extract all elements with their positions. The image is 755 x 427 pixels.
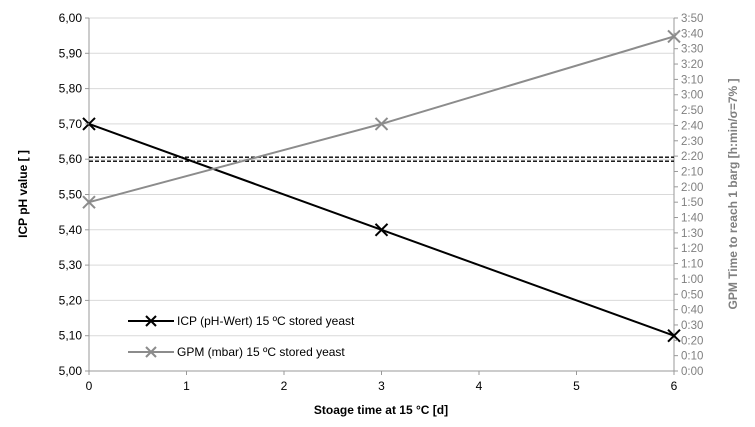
legend: ICP (pH-Wert) 15 ºC stored yeast GPM (mb… (128, 314, 355, 359)
legend-marker-gpm (145, 346, 157, 358)
y2-tick-label: 3:40 (681, 28, 703, 40)
x-axis-ticks: 0 1 2 3 4 5 6 (86, 371, 678, 393)
legend-item-icp: ICP (pH-Wert) 15 ºC stored yeast (128, 314, 355, 328)
legend-label-icp: ICP (pH-Wert) 15 ºC stored yeast (177, 314, 355, 328)
y2-tick-label: 0:10 (681, 351, 703, 363)
y2-tick-label: 2:30 (681, 136, 703, 148)
y2-axis-title: GPM Time to reach 1 barg [h:min/σ=7% ] (726, 78, 740, 309)
y-tick-label: 5,90 (59, 46, 83, 60)
y-tick-label: 5,00 (59, 364, 83, 378)
legend-label-gpm: GPM (mbar) 15 ºC stored yeast (177, 345, 345, 359)
y-tick-label: 5,60 (59, 152, 83, 166)
x-tick-label: 5 (573, 379, 580, 393)
data-point-gpm (82, 195, 96, 209)
y-tick-label: 5,30 (59, 258, 83, 272)
y-tick-label: 5,50 (59, 188, 83, 202)
y2-tick-label: 3:20 (681, 59, 703, 71)
reference-line (89, 156, 674, 162)
x-tick-label: 4 (476, 379, 483, 393)
y2-tick-label: 3:10 (681, 74, 703, 86)
y-tick-label: 5,20 (59, 293, 83, 307)
legend-x-marker (145, 315, 157, 327)
y2-tick-label: 0:00 (681, 366, 703, 378)
x-tick-label: 0 (86, 379, 93, 393)
series-group (82, 29, 681, 343)
data-point-icp (374, 223, 389, 237)
y2-tick-label: 1:50 (681, 197, 703, 209)
legend-marker-icp (145, 315, 157, 327)
y2-tick-label: 0:30 (681, 320, 703, 332)
y2-tick-label: 2:20 (681, 151, 703, 163)
right-axis-ticks: 0:00 0:10 0:20 0:30 0:40 0:50 1:00 1:10 1:20 1:30… (674, 13, 703, 378)
y-tick-label: 5,70 (59, 117, 83, 131)
y2-tick-label: 1:20 (681, 243, 703, 255)
legend-item-gpm: GPM (mbar) 15 ºC stored yeast (128, 345, 345, 359)
y2-tick-label: 1:10 (681, 259, 703, 271)
left-axis-ticks: 5,00 5,10 5,20 5,30 5,40 5,50 5,60 5,70 5,80 5,90… (59, 11, 89, 378)
x-tick-label: 6 (671, 379, 678, 393)
data-point-icp (667, 328, 681, 343)
y2-tick-label: 1:40 (681, 213, 703, 225)
y2-tick-label: 3:30 (681, 44, 703, 56)
y2-tick-label: 2:40 (681, 120, 703, 132)
y-tick-label: 5,80 (59, 82, 83, 96)
series-line-gpm (88, 35, 675, 204)
y2-tick-label: 3:50 (681, 13, 703, 25)
y2-tick-label: 3:00 (681, 90, 703, 102)
x-tick-label: 1 (183, 379, 190, 393)
y-axis-title: ICP pH value [ ] (16, 150, 30, 238)
y2-tick-label: 2:50 (681, 105, 703, 117)
y-tick-label: 5,40 (59, 223, 83, 237)
legend-x-marker (145, 346, 157, 358)
y2-tick-label: 1:00 (681, 274, 703, 286)
data-point-gpm (374, 117, 389, 131)
x-tick-label: 2 (281, 379, 288, 393)
y-tick-label: 6,00 (59, 11, 83, 25)
y2-tick-label: 0:50 (681, 289, 703, 301)
y2-tick-label: 0:20 (681, 335, 703, 347)
y2-tick-label: 2:10 (681, 166, 703, 178)
y2-tick-label: 0:40 (681, 305, 703, 317)
x-tick-label: 3 (378, 379, 385, 393)
y2-tick-label: 1:30 (681, 228, 703, 240)
data-point-gpm (667, 29, 681, 44)
x-axis-title: Stoage time at 15 °C [d] (314, 403, 448, 417)
y2-tick-label: 2:00 (681, 182, 703, 194)
y-tick-label: 5,10 (59, 329, 83, 343)
